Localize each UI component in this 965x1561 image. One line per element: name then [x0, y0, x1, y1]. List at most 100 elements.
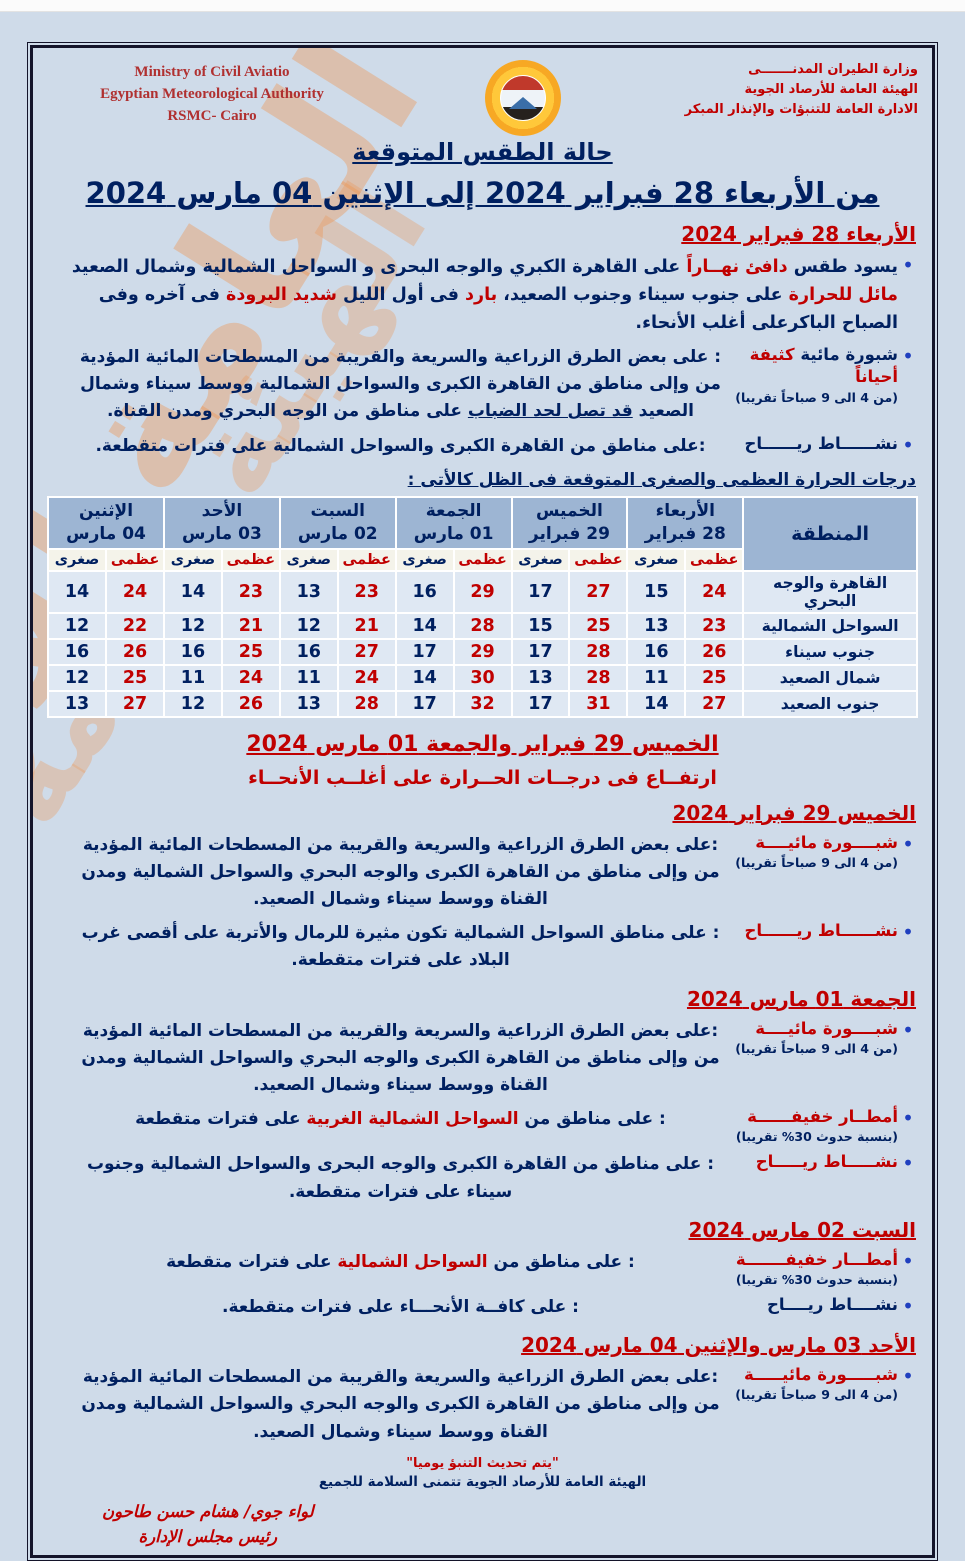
min-temp-value: 12 [46, 611, 108, 640]
min-temp-value: 14 [394, 611, 455, 640]
text-segment: كثيفة أحياناً [749, 345, 898, 387]
condition-label: نشـــــاط ريـــــاح [728, 1151, 898, 1173]
max-temp-value: 24 [684, 569, 745, 614]
day-name: الأحد [201, 500, 243, 521]
ministry-line-en: Ministry of Civil Aviatio [134, 64, 290, 80]
min-subheader: صغرى [626, 547, 687, 572]
min-temp-value: 14 [46, 569, 108, 614]
bullet-icon: • [902, 831, 914, 856]
condition-note: (من 4 الى 9 صباحاً تقريبا) [735, 389, 898, 405]
max-temp-value: 25 [105, 663, 165, 692]
section-heading: السبت 02 مارس 2024 [688, 1217, 916, 1242]
min-temp-value: 16 [162, 637, 223, 666]
text-segment: على فترات متقطعة [135, 1109, 307, 1130]
min-subheader: صغرى [162, 547, 223, 572]
section-heading: الجمعة 01 مارس 2024 [686, 986, 916, 1011]
emblem-red-band [500, 76, 545, 90]
mid-banner-heading: الخميس 29 فبراير والجمعة 01 مارس 2024 [246, 731, 719, 757]
min-temp-value: 16 [626, 637, 687, 666]
condition-label-text: شبــــورة مائيــــة [732, 832, 898, 854]
text-segment: السواحل الشمالية [337, 1251, 488, 1272]
condition-label: شبـــــورة مائيـــــة (من 4 الى 9 صباحاً … [728, 1364, 898, 1402]
min-temp-value: 13 [278, 689, 339, 718]
signature-block: لواء جوي/ هشام حسن طاحون رئيس مجلس الإدا… [47, 1500, 918, 1550]
min-temp-value: 17 [510, 569, 571, 614]
text-segment: فى أول الليل [336, 285, 459, 305]
bullet-icon: • [902, 1151, 914, 1176]
text-segment: :على بعض الطرق الزراعية والسريعة والقريب… [81, 1367, 720, 1442]
max-subheader: عظمى [684, 547, 745, 572]
region-name: شمال الصعيد [742, 663, 918, 692]
max-temp-value: 26 [105, 637, 165, 666]
max-temp-value: 25 [220, 637, 281, 666]
section-heading: الخميس 29 فبراير 2024 [672, 800, 916, 825]
section-saturday: السبت 02 مارس 2024 • أمطـــار خفيفـــــــة… [47, 1218, 918, 1321]
day-date: 03 مارس [182, 523, 262, 544]
day-column-header: الأربعاء 28 فبراير [626, 495, 745, 550]
condition-description: يسود طقس دافئ نهــاراً على القاهرة الكبر… [47, 253, 898, 337]
forecast-period-title: من الأربعاء 28 فبراير 2024 إلى الإثنين 0… [85, 176, 880, 210]
document-footer: "يتم تحديث التنبؤ يوميا" الهيئة العامة ل… [47, 1456, 918, 1490]
condition-note: (من 4 الى 9 صباحاً تقريبا) [735, 854, 898, 870]
forecast-item: • نشـــــاط ريـــــاح : على مناطق من القاه… [47, 1151, 918, 1205]
emblem-flag-disc [499, 75, 546, 121]
min-temp-value: 11 [162, 663, 223, 692]
max-subheader: عظمى [336, 547, 397, 572]
max-temp-value: 29 [452, 637, 513, 666]
text-segment: :على مناطق من القاهرة الكبرى والسواحل ال… [95, 435, 706, 456]
min-temp-value: 17 [394, 689, 455, 718]
min-temp-value: 16 [278, 637, 339, 666]
min-temp-value: 14 [626, 689, 687, 718]
scan-top-strip [0, 0, 965, 12]
min-temp-value: 12 [162, 611, 223, 640]
min-temp-value: 13 [46, 689, 108, 718]
forecast-item: • يسود طقس دافئ نهــاراً على القاهرة الكب… [47, 253, 918, 337]
text-segment: نشــــاط ريــــاح [767, 1295, 898, 1315]
text-segment: على فترات متقطعة [166, 1251, 338, 1272]
temperature-table: المنطقة الأربعاء 28 فبراير الخميس 29 فبراير ا… [46, 495, 918, 718]
max-temp-value: 26 [220, 689, 281, 718]
max-temp-value: 28 [452, 611, 513, 640]
min-temp-value: 11 [626, 663, 687, 692]
table-row: جنوب سيناء 26 16 28 17 29 17 27 16 25 16 26 16 [46, 637, 918, 666]
text-segment: بارد [458, 285, 498, 305]
condition-description: : على مناطق من السواحل الشمالية الغربية … [47, 1106, 728, 1133]
bullet-icon: • [902, 344, 914, 368]
max-temp-value: 32 [452, 689, 513, 718]
text-segment: يسود طقس [787, 257, 898, 277]
document-inner-frame: الهيئة العامة للأرصاد الجوية الهيئة العا… [30, 45, 935, 1559]
text-segment: نشــــــاط ريــــــاح [744, 921, 898, 941]
min-subheader: صغرى [46, 547, 108, 572]
min-temp-value: 17 [394, 637, 455, 666]
condition-description: :على بعض الطرق الزراعية والسريعة والقريب… [47, 1018, 728, 1100]
condition-label: شبــــورة مائيــــة (من 4 الى 9 صباحاً تق… [728, 832, 898, 870]
min-temp-value: 15 [626, 569, 687, 614]
day-name: السبت [310, 500, 365, 521]
text-segment: شبــــورة مائيــــة [755, 1018, 898, 1038]
condition-label: شبــــورة مائيــــة (من 4 الى 9 صباحاً تق… [728, 1018, 898, 1056]
bullet-icon: • [902, 1364, 914, 1389]
region-name: القاهرة والوجه البحري [742, 569, 918, 614]
text-segment: نشـــــاط ريـــــاح [755, 1152, 898, 1172]
forecast-item: • شبــــورة مائيــــة (من 4 الى 9 صباحاً ت… [47, 1018, 918, 1100]
emblem-black-band [500, 106, 545, 120]
temperature-table-header: المنطقة الأربعاء 28 فبراير الخميس 29 فبراير ا… [46, 495, 918, 572]
max-temp-value: 23 [220, 569, 281, 614]
condition-label: أمطــار خفيفــــــة (بنسبة حدوث 30% تقريب… [728, 1106, 898, 1144]
forecast-item: • أمطـــار خفيفـــــــة (بنسبة حدوث 30% تق… [47, 1249, 918, 1287]
condition-description: : على مناطق من القاهرة الكبرى والوجه الب… [47, 1151, 728, 1205]
max-subheader: عظمى [452, 547, 513, 572]
text-segment: على جنوب سيناء وجنوب الصعيد، [497, 285, 783, 305]
bullet-icon: • [902, 1248, 914, 1273]
text-segment: : على مناطق السواحل الشمالية تكون مثيرة … [81, 923, 720, 971]
min-temp-value: 14 [162, 569, 223, 614]
condition-label: أمطـــار خفيفـــــــة (بنسبة حدوث 30% تقر… [728, 1249, 898, 1287]
authority-name-arabic: وزارة الطيران المدنـــــــى الهيئة العام… [668, 58, 918, 120]
min-temp-value: 17 [510, 637, 571, 666]
region-name: السواحل الشمالية [742, 611, 918, 640]
day-column-header: الأحد 03 مارس [162, 495, 281, 550]
emblem-white-band [500, 89, 545, 110]
text-segment: : على مناطق من [518, 1109, 666, 1130]
section-friday: الجمعة 01 مارس 2024 • شبــــورة مائيــــة(… [47, 987, 918, 1206]
authority-line-ar: الهيئة العامة للأرصاد الجوية [744, 82, 918, 98]
